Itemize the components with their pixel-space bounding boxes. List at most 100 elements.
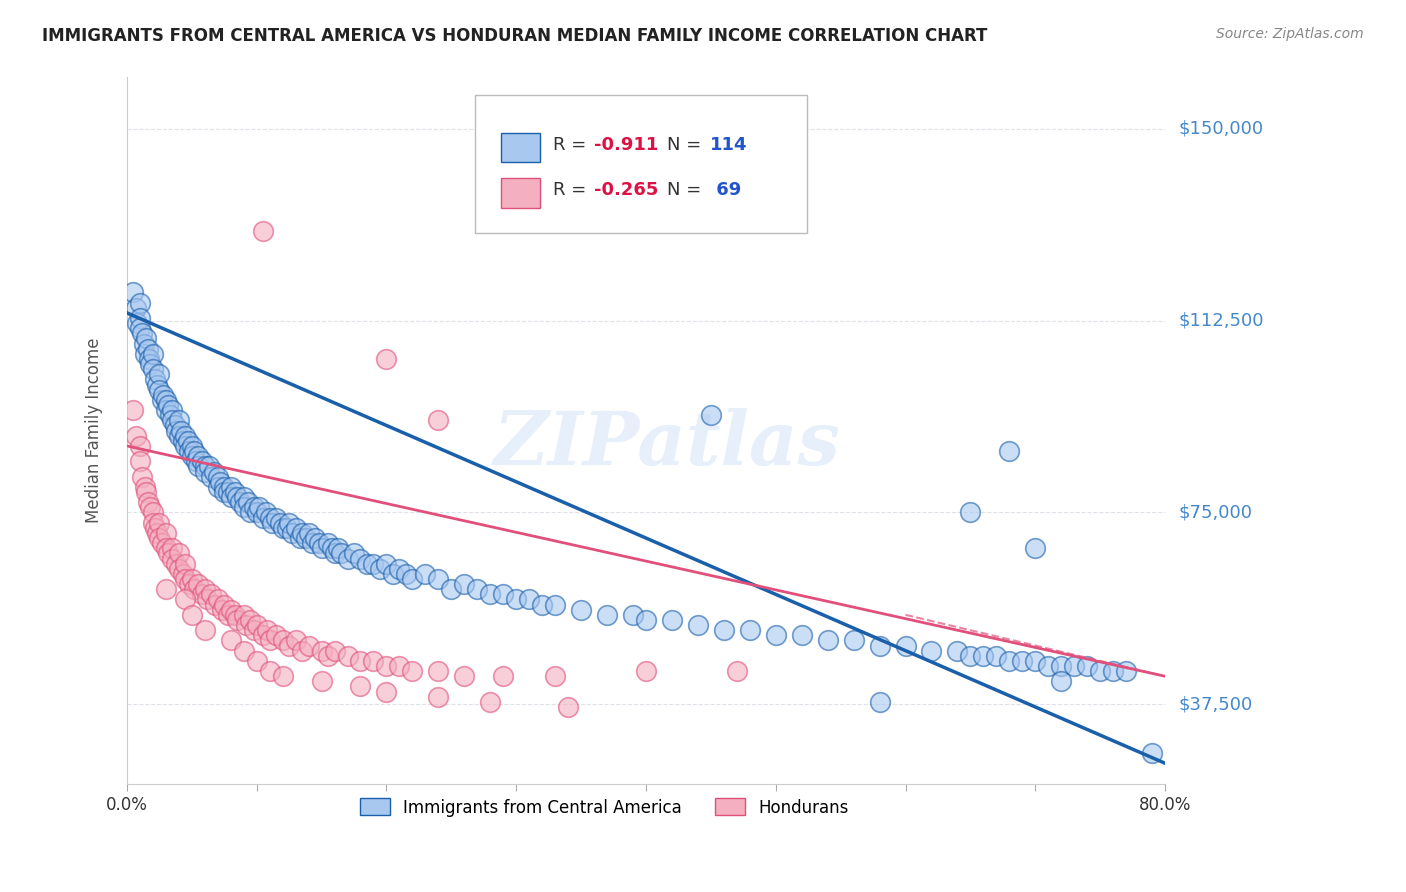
Immigrants from Central America (128, 321, 150, 335)
Text: 69: 69 (710, 181, 741, 200)
Hondurans (243, 623, 266, 637)
Immigrants from Central America (336, 551, 359, 566)
Immigrants from Central America (139, 357, 162, 371)
Immigrants from Central America (505, 592, 527, 607)
Immigrants from Central America (207, 480, 229, 494)
Immigrants from Central America (323, 546, 346, 560)
Hondurans (131, 469, 153, 483)
Immigrants from Central America (349, 551, 371, 566)
Immigrants from Central America (375, 557, 398, 571)
Immigrants from Central America (247, 500, 270, 515)
Immigrants from Central America (239, 506, 262, 520)
Text: $150,000: $150,000 (1180, 120, 1264, 137)
Immigrants from Central America (492, 587, 515, 601)
Immigrants from Central America (869, 695, 891, 709)
Hondurans (557, 700, 579, 714)
Immigrants from Central America (686, 618, 709, 632)
Hondurans (155, 582, 177, 597)
Immigrants from Central America (202, 465, 225, 479)
Immigrants from Central America (183, 444, 205, 458)
Immigrants from Central America (316, 536, 339, 550)
Immigrants from Central America (986, 648, 1008, 663)
Hondurans (271, 669, 294, 683)
Immigrants from Central America (145, 372, 167, 386)
Immigrants from Central America (179, 444, 201, 458)
Hondurans (224, 607, 246, 622)
Immigrants from Central America (172, 434, 194, 448)
Immigrants from Central America (212, 485, 235, 500)
Immigrants from Central America (465, 582, 488, 597)
Hondurans (363, 654, 385, 668)
Immigrants from Central America (136, 342, 159, 356)
Immigrants from Central America (531, 598, 554, 612)
Hondurans (323, 643, 346, 657)
Immigrants from Central America (184, 454, 207, 468)
Immigrants from Central America (209, 475, 232, 489)
Hondurans (174, 592, 197, 607)
Hondurans (165, 557, 187, 571)
Immigrants from Central America (921, 643, 943, 657)
Immigrants from Central America (232, 490, 254, 504)
Immigrants from Central America (155, 392, 177, 407)
Immigrants from Central America (311, 541, 333, 556)
Immigrants from Central America (453, 577, 475, 591)
Immigrants from Central America (291, 525, 314, 540)
Immigrants from Central America (1063, 659, 1085, 673)
Hondurans (479, 695, 502, 709)
Immigrants from Central America (1050, 674, 1073, 689)
Hondurans (316, 648, 339, 663)
Immigrants from Central America (142, 362, 165, 376)
Hondurans (239, 613, 262, 627)
Immigrants from Central America (363, 557, 385, 571)
Immigrants from Central America (817, 633, 839, 648)
Legend: Immigrants from Central America, Hondurans: Immigrants from Central America, Hondura… (352, 790, 858, 825)
Hondurans (453, 669, 475, 683)
Hondurans (145, 525, 167, 540)
Immigrants from Central America (1038, 659, 1060, 673)
Hondurans (174, 557, 197, 571)
Immigrants from Central America (356, 557, 378, 571)
Immigrants from Central America (330, 546, 353, 560)
Immigrants from Central America (200, 469, 222, 483)
Immigrants from Central America (517, 592, 540, 607)
Immigrants from Central America (269, 516, 291, 530)
Hondurans (128, 454, 150, 468)
Immigrants from Central America (278, 516, 301, 530)
Hondurans (194, 623, 217, 637)
Immigrants from Central America (276, 521, 298, 535)
Immigrants from Central America (152, 388, 174, 402)
Hondurans (492, 669, 515, 683)
Immigrants from Central America (1076, 659, 1098, 673)
Immigrants from Central America (128, 310, 150, 325)
Hondurans (311, 674, 333, 689)
Hondurans (200, 587, 222, 601)
Immigrants from Central America (243, 500, 266, 515)
Immigrants from Central America (174, 428, 197, 442)
Immigrants from Central America (177, 434, 200, 448)
Immigrants from Central America (869, 639, 891, 653)
Immigrants from Central America (596, 607, 619, 622)
Hondurans (162, 551, 184, 566)
Hondurans (167, 562, 190, 576)
Immigrants from Central America (165, 424, 187, 438)
Text: N =: N = (666, 181, 707, 200)
Immigrants from Central America (544, 598, 567, 612)
Immigrants from Central America (236, 495, 259, 509)
Immigrants from Central America (700, 409, 723, 423)
Hondurans (187, 577, 209, 591)
Immigrants from Central America (894, 639, 917, 653)
Hondurans (157, 546, 180, 560)
Hondurans (232, 607, 254, 622)
Hondurans (136, 495, 159, 509)
Hondurans (427, 690, 450, 704)
Hondurans (217, 607, 239, 622)
Immigrants from Central America (427, 572, 450, 586)
Immigrants from Central America (297, 525, 319, 540)
Hondurans (155, 541, 177, 556)
Text: R =: R = (553, 136, 592, 153)
Hondurans (427, 664, 450, 678)
Hondurans (219, 603, 242, 617)
Hondurans (264, 628, 287, 642)
Immigrants from Central America (842, 633, 865, 648)
Immigrants from Central America (194, 459, 217, 474)
